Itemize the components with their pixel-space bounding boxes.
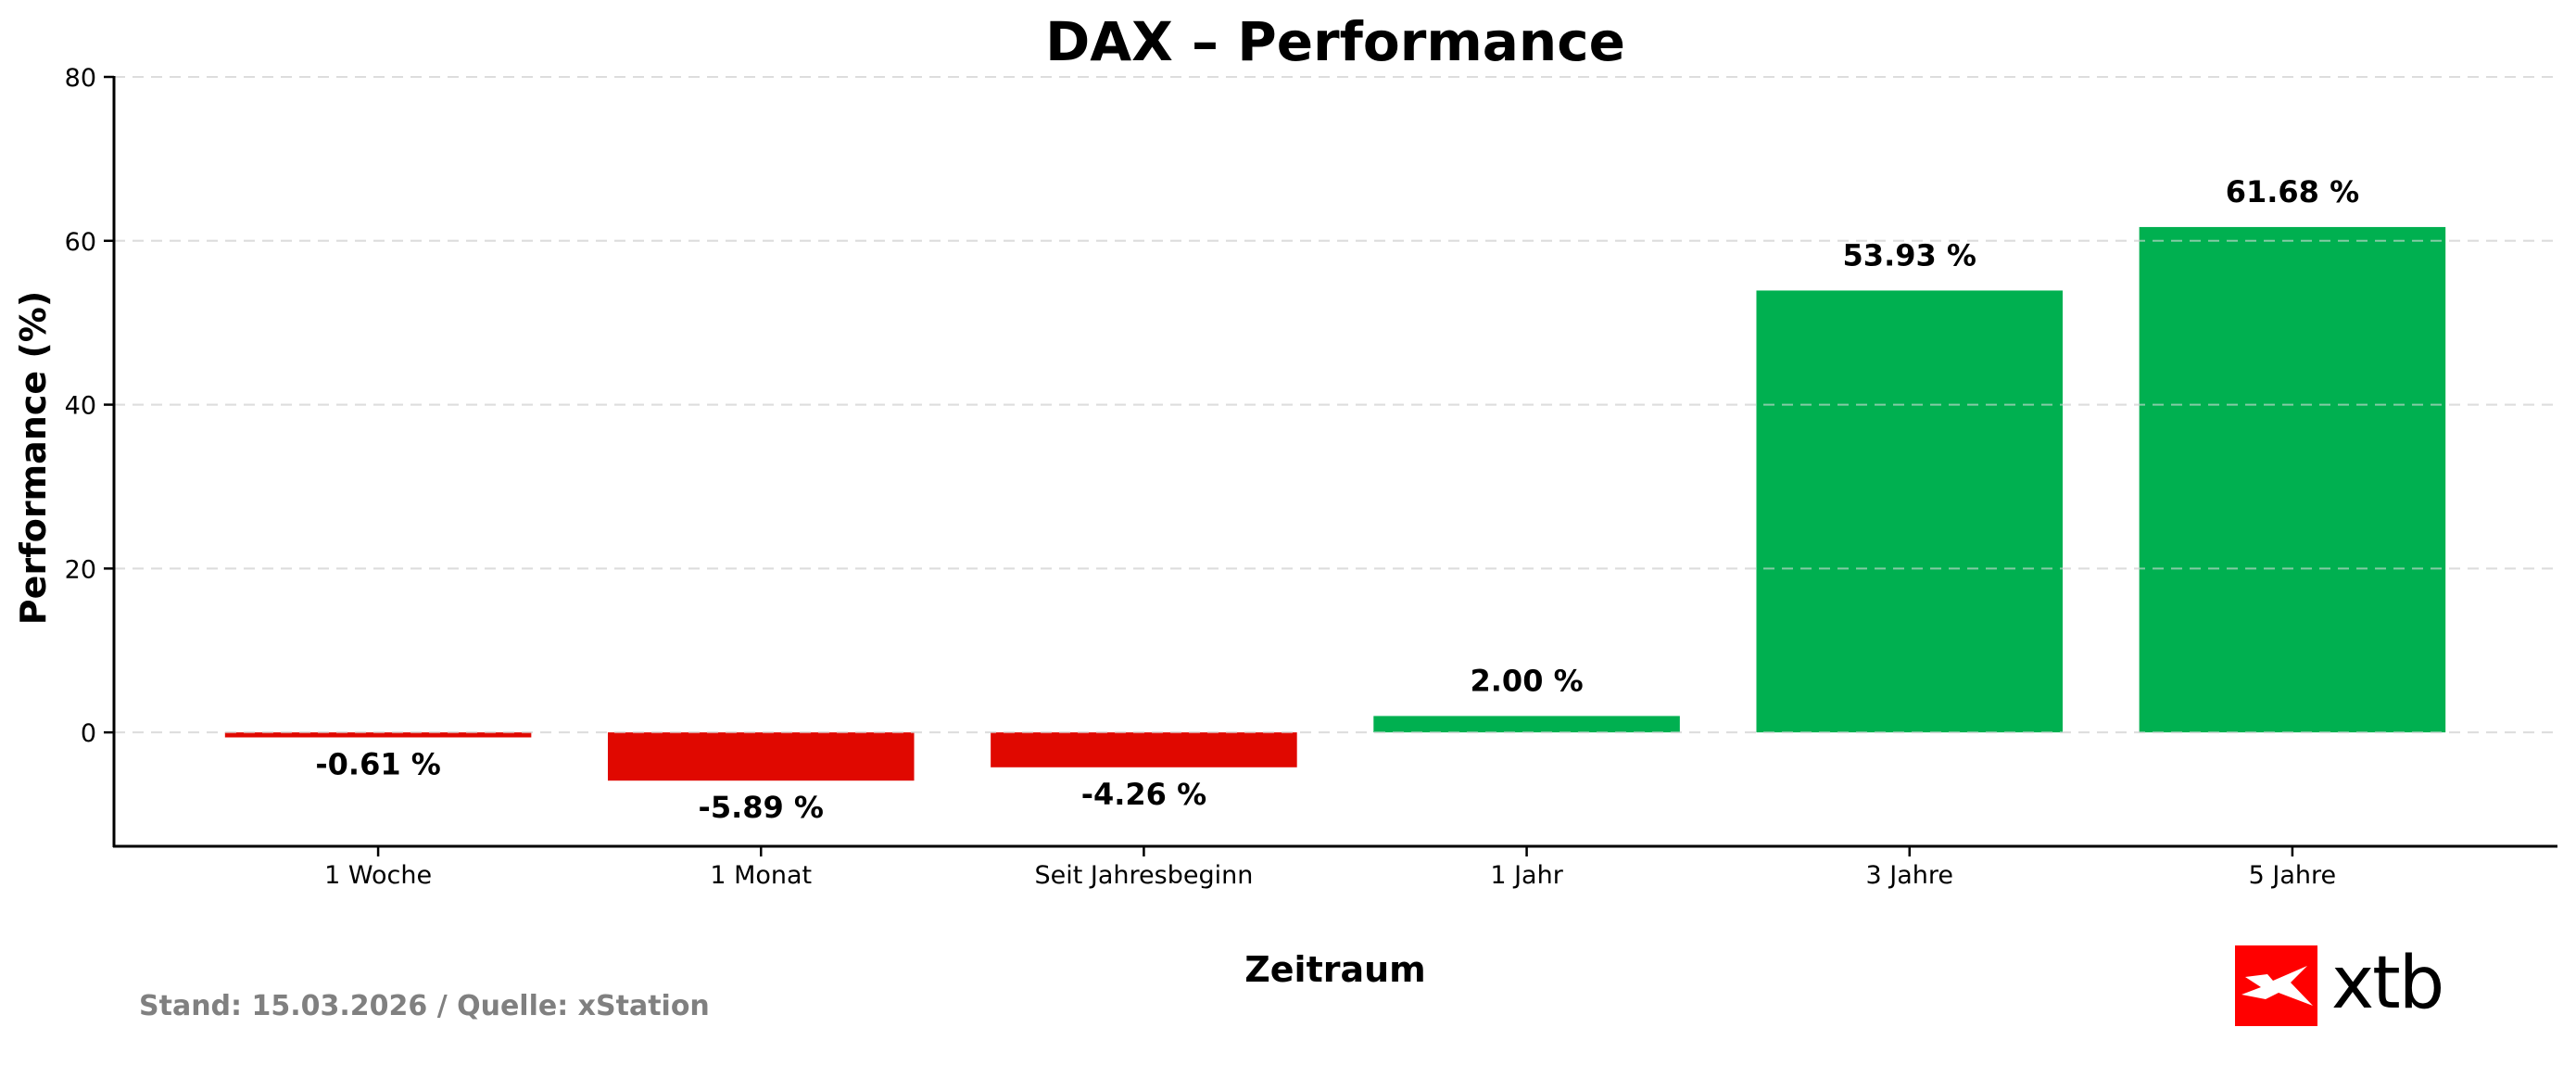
bar-value-label: -0.61 % (315, 747, 440, 782)
bar-value-label: 2.00 % (1471, 663, 1584, 698)
bar (2139, 226, 2446, 733)
bar-value-labels: -0.61 % -5.89 % -4.26 % 2.00 % 53.93 % 61.68 … (315, 174, 2359, 825)
y-tick-label: 40 (65, 392, 96, 421)
chart-title: DAX – Performance (1045, 10, 1625, 73)
bar (1756, 290, 2064, 733)
x-tick-label: Seit Jahresbeginn (1034, 861, 1253, 890)
bar-value-label: -5.89 % (699, 790, 824, 825)
x-tick-label: 1 Woche (324, 861, 432, 890)
x-tick-label: 1 Jahr (1490, 861, 1563, 890)
xtb-x-icon (2241, 966, 2313, 1006)
y-tick-label: 80 (65, 64, 96, 93)
bar-value-label: 53.93 % (1843, 237, 1976, 273)
source-footnote: Stand: 15.03.2026 / Quelle: xStation (139, 990, 710, 1022)
bar-value-label: -4.26 % (1081, 777, 1206, 812)
y-tick-label: 20 (65, 555, 96, 584)
bar (991, 732, 1297, 767)
bar-series (224, 226, 2446, 781)
xtb-logo: xtb (2235, 942, 2444, 1026)
xtb-logo-text: xtb (2331, 942, 2443, 1025)
bar-value-label: 61.68 % (2226, 174, 2359, 209)
x-tick-label: 5 Jahre (2249, 861, 2337, 890)
y-axis-label: Performance (%) (13, 291, 54, 625)
y-tick-label: 60 (65, 228, 96, 257)
bar (224, 732, 532, 738)
bar (1373, 716, 1680, 733)
x-tick-label: 3 Jahre (1865, 861, 1953, 890)
x-axis-label: Zeitraum (1244, 949, 1426, 990)
y-axis-ticks: 0 20 40 60 80 (65, 64, 114, 748)
x-tick-label: 1 Monat (710, 861, 812, 890)
x-axis-ticks: 1 Woche 1 Monat Seit Jahresbeginn 1 Jahr 3 J… (324, 846, 2336, 890)
y-tick-label: 0 (81, 719, 96, 748)
bar (607, 732, 915, 781)
